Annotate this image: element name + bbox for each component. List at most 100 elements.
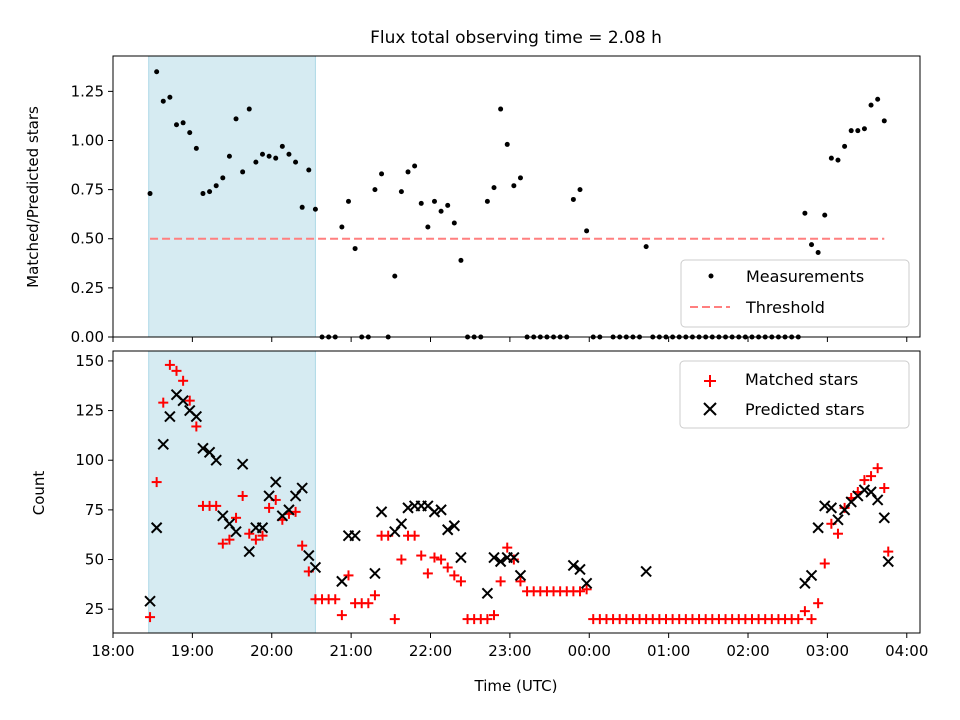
measurement-point bbox=[154, 69, 160, 75]
measurement-point bbox=[855, 128, 861, 134]
predicted-stars-point bbox=[488, 551, 500, 564]
predicted-stars-point bbox=[494, 555, 507, 568]
top-y-axis-label: Matched/Predicted stars bbox=[24, 106, 42, 288]
matched-stars-point bbox=[164, 359, 175, 370]
measurement-point bbox=[193, 145, 199, 151]
top-y-tick-label: 1.00 bbox=[71, 131, 104, 149]
matched-stars-point bbox=[581, 584, 592, 595]
measurement-point bbox=[412, 163, 418, 169]
measurement-point bbox=[379, 171, 385, 177]
x-tick-label: 18:00 bbox=[91, 642, 134, 660]
matched-stars-point bbox=[575, 586, 586, 597]
top-x-axis bbox=[112, 337, 908, 342]
matched-stars-point bbox=[211, 500, 222, 511]
predicted-stars-point bbox=[882, 555, 894, 568]
x-tick-label: 22:00 bbox=[409, 642, 452, 660]
measurement-point bbox=[828, 155, 834, 161]
predicted-stars-point bbox=[283, 504, 295, 516]
measurement-point bbox=[802, 210, 808, 216]
predicted-stars-point bbox=[574, 563, 586, 576]
matched-stars-point bbox=[297, 540, 308, 551]
top-legend: Measurements Threshold bbox=[680, 259, 910, 328]
measurement-point bbox=[458, 257, 464, 263]
x-tick-label: 04:00 bbox=[885, 642, 928, 660]
predicted-stars-point bbox=[395, 518, 408, 530]
measurement-point bbox=[405, 169, 411, 175]
measurement-point bbox=[259, 151, 265, 157]
matched-stars-point bbox=[416, 550, 427, 561]
bottom-axes-frame bbox=[112, 350, 921, 634]
predicted-stars-point bbox=[164, 410, 176, 423]
matched-stars-point bbox=[330, 594, 341, 605]
legend-label-measurements: Measurements bbox=[746, 267, 864, 286]
measurement-point bbox=[180, 120, 186, 126]
measurement-point bbox=[160, 98, 166, 104]
predicted-stars-point bbox=[157, 438, 169, 451]
matched-stars-point bbox=[244, 528, 255, 539]
matched-stars-point bbox=[799, 606, 810, 617]
legend-label-predicted: Predicted stars bbox=[745, 400, 865, 419]
predicted-stars-point bbox=[402, 502, 414, 514]
predicted-stars-point bbox=[508, 551, 520, 564]
x-tick-label: 19:00 bbox=[171, 642, 214, 660]
matched-stars-point bbox=[872, 463, 883, 474]
measurement-point bbox=[643, 244, 649, 250]
matched-stars-point bbox=[217, 538, 228, 549]
x-tick-label: 00:00 bbox=[568, 642, 611, 660]
bottom-x-axis: 18:00 19:00 20:00 21:00 22:00 23:00 00:00 01:00… bbox=[91, 633, 928, 660]
predicted-stars-point bbox=[296, 482, 308, 494]
matched-stars-point bbox=[191, 421, 202, 432]
matched-stars-point bbox=[442, 562, 453, 573]
predicted-stars-point bbox=[858, 484, 871, 496]
matched-stars-point bbox=[264, 502, 275, 513]
measurement-point bbox=[200, 191, 206, 197]
top-legend-box bbox=[680, 259, 910, 328]
measurement-point bbox=[861, 126, 867, 132]
bottom-y-axis: 25 50 75 100 125 150 bbox=[75, 352, 113, 618]
bottom-y-tick-label: 75 bbox=[85, 501, 104, 519]
measurement-point bbox=[306, 167, 312, 173]
predicted-stars-point bbox=[825, 502, 838, 514]
matched-stars-point bbox=[515, 576, 526, 587]
x-tick-label: 20:00 bbox=[250, 642, 293, 660]
measurement-point bbox=[431, 198, 437, 204]
bottom-y-tick-label: 150 bbox=[75, 352, 104, 370]
measurement-point bbox=[498, 106, 504, 112]
measurement-point bbox=[822, 212, 828, 218]
matched-stars-point bbox=[231, 512, 242, 523]
measurement-point bbox=[147, 191, 153, 197]
bottom-y-tick-label: 50 bbox=[85, 551, 104, 569]
matched-stars-point bbox=[449, 570, 460, 581]
measurement-point bbox=[253, 159, 259, 165]
measurement-point bbox=[293, 159, 299, 165]
predicted-stars-point bbox=[448, 520, 461, 532]
predicted-stars-point bbox=[256, 522, 269, 534]
matched-stars-point bbox=[224, 534, 235, 545]
matched-stars-point bbox=[455, 576, 466, 587]
legend-marker-matched bbox=[704, 375, 716, 387]
measurement-point bbox=[875, 96, 881, 102]
predicted-stars-point bbox=[303, 549, 315, 562]
matched-stars-point bbox=[793, 614, 804, 625]
predicted-stars-point bbox=[230, 526, 242, 538]
x-axis-label: Time (UTC) bbox=[474, 677, 558, 695]
measurement-point bbox=[372, 187, 378, 193]
measurement-point bbox=[339, 224, 345, 230]
matched-stars-point bbox=[436, 554, 447, 565]
predicted-stars-point bbox=[819, 500, 831, 512]
predicted-stars-point bbox=[144, 595, 156, 607]
measurement-point bbox=[279, 143, 285, 149]
measurement-point bbox=[418, 200, 424, 206]
predicted-stars-point bbox=[640, 565, 652, 578]
measurement-point bbox=[213, 183, 219, 189]
predicted-stars-point bbox=[349, 529, 361, 542]
predicted-stars-point bbox=[263, 490, 275, 502]
matched-stars-point bbox=[489, 610, 500, 621]
predicted-stars-point bbox=[210, 454, 222, 466]
x-tick-label: 23:00 bbox=[488, 642, 531, 660]
chart-title: Flux total observing time = 2.08 h bbox=[370, 28, 662, 48]
predicted-stars-point bbox=[812, 522, 824, 534]
x-tick-label: 01:00 bbox=[647, 642, 690, 660]
measurement-point bbox=[226, 153, 232, 159]
measurement-point bbox=[848, 128, 854, 134]
